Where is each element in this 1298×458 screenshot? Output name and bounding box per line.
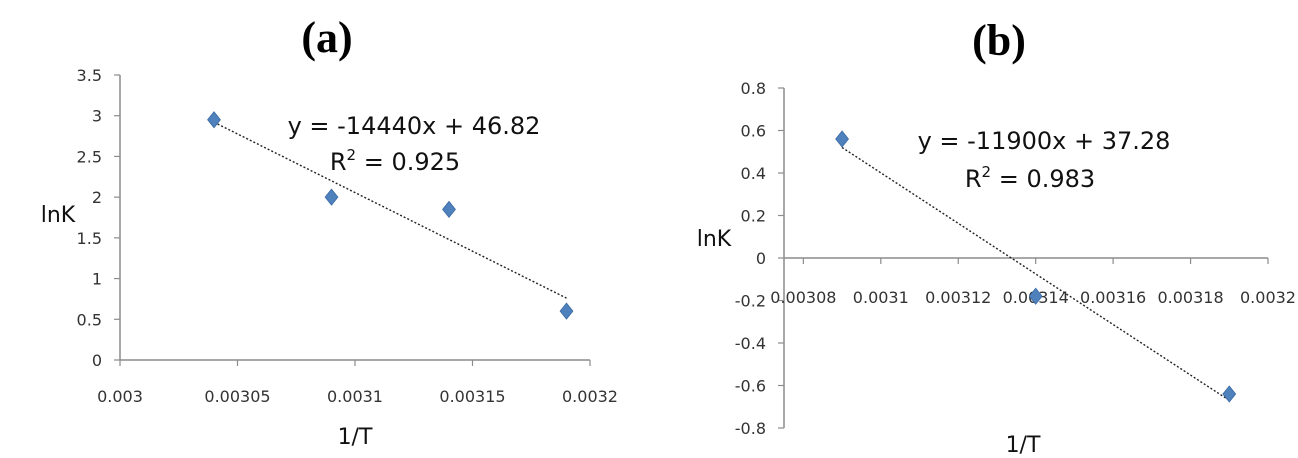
chart-a-x-tick-label: 0.0031 bbox=[327, 387, 383, 406]
chart-b-data-point bbox=[1223, 386, 1236, 402]
chart-a-x-tick-label: 0.0032 bbox=[562, 387, 618, 406]
chart-b-x-label: 1/T bbox=[1006, 433, 1041, 458]
chart-a-x-ticks: 0.003 0.00305 0.0031 0.00315 0.0032 bbox=[97, 360, 618, 406]
chart-a-equation: y = -14440x + 46.82 bbox=[288, 112, 541, 140]
chart-b-r-value: = 0.983 bbox=[991, 165, 1095, 193]
chart-b: (b) 0.8 0.6 0.4 0.2 0 -0.2 -0.4 -0.6 -0.8 0.0030… bbox=[697, 16, 1296, 458]
chart-a-x-tick-label: 0.003 bbox=[97, 387, 143, 406]
chart-a-y-tick-label: 1 bbox=[92, 270, 102, 289]
chart-a: (a) 00.511.522.533.5 0.003 0.00305 0.0031 0… bbox=[41, 13, 618, 450]
chart-a-data-point bbox=[325, 189, 338, 205]
chart-b-x-tick-label: 0.00308 bbox=[770, 288, 836, 307]
chart-b-y-tick-label: -0.2 bbox=[735, 292, 766, 311]
chart-a-y-tick-label: 3 bbox=[92, 107, 102, 126]
chart-a-y-tick-label: 0.5 bbox=[77, 310, 102, 329]
chart-a-y-tick-label: 2 bbox=[92, 188, 102, 207]
chart-b-x-tick-label: 0.00318 bbox=[1157, 288, 1223, 307]
chart-b-y-tick-label: 0.8 bbox=[741, 79, 766, 98]
chart-b-r-label: R bbox=[965, 165, 982, 193]
chart-b-data-point bbox=[836, 131, 849, 147]
chart-a-title: (a) bbox=[301, 13, 352, 62]
chart-b-y-tick-label: -0.6 bbox=[735, 377, 766, 396]
chart-b-x-tick-label: 0.00312 bbox=[925, 288, 991, 307]
chart-b-title: (b) bbox=[972, 16, 1026, 65]
chart-b-y-tick-label: -0.8 bbox=[735, 419, 766, 438]
chart-a-y-tick-label: 2.5 bbox=[77, 147, 102, 166]
chart-b-y-tick-label: 0.6 bbox=[741, 122, 766, 141]
chart-a-r-label: R bbox=[330, 148, 347, 176]
chart-a-y-tick-label: 1.5 bbox=[77, 229, 102, 248]
chart-b-y-tick-label: 0.4 bbox=[741, 164, 766, 183]
chart-b-y-tick-label: 0.2 bbox=[741, 207, 766, 226]
chart-b-y-tick-label: 0 bbox=[756, 249, 766, 268]
chart-b-x-tick-label: 0.0031 bbox=[853, 288, 909, 307]
chart-b-equation: y = -11900x + 37.28 bbox=[918, 127, 1171, 155]
chart-b-r-squared: R2 = 0.983 bbox=[965, 163, 1095, 193]
chart-b-x-tick-label: 0.0032 bbox=[1240, 288, 1296, 307]
chart-a-r-value: = 0.925 bbox=[356, 148, 460, 176]
chart-b-y-tick-label: -0.4 bbox=[735, 334, 766, 353]
chart-b-y-label: lnK bbox=[697, 227, 732, 252]
chart-b-r-exp: 2 bbox=[982, 163, 992, 181]
chart-a-points bbox=[208, 112, 573, 319]
chart-b-x-tick-label: 0.00316 bbox=[1080, 288, 1146, 307]
chart-a-y-ticks: 0 0.5 1 1.5 2 2.5 3 3.5 bbox=[77, 66, 120, 370]
chart-a-y-label: lnK bbox=[41, 203, 76, 228]
chart-a-r-squared: R2 = 0.925 bbox=[330, 146, 460, 176]
chart-a-data-point bbox=[208, 112, 221, 128]
chart-a-data-point bbox=[560, 303, 573, 319]
chart-a-x-label: 1/T bbox=[338, 425, 373, 450]
chart-a-x-tick-label: 0.00305 bbox=[204, 387, 270, 406]
chart-b-y-ticks: 0.8 0.6 0.4 0.2 0 -0.2 -0.4 -0.6 -0.8 bbox=[735, 79, 784, 438]
chart-a-data-point bbox=[443, 201, 456, 217]
chart-a-y-tick-label: 3.5 bbox=[77, 66, 102, 85]
chart-a-x-tick-label: 0.00315 bbox=[439, 387, 505, 406]
chart-a-y-tick-label: 0 bbox=[92, 351, 102, 370]
chart-a-r-exp: 2 bbox=[347, 146, 357, 164]
